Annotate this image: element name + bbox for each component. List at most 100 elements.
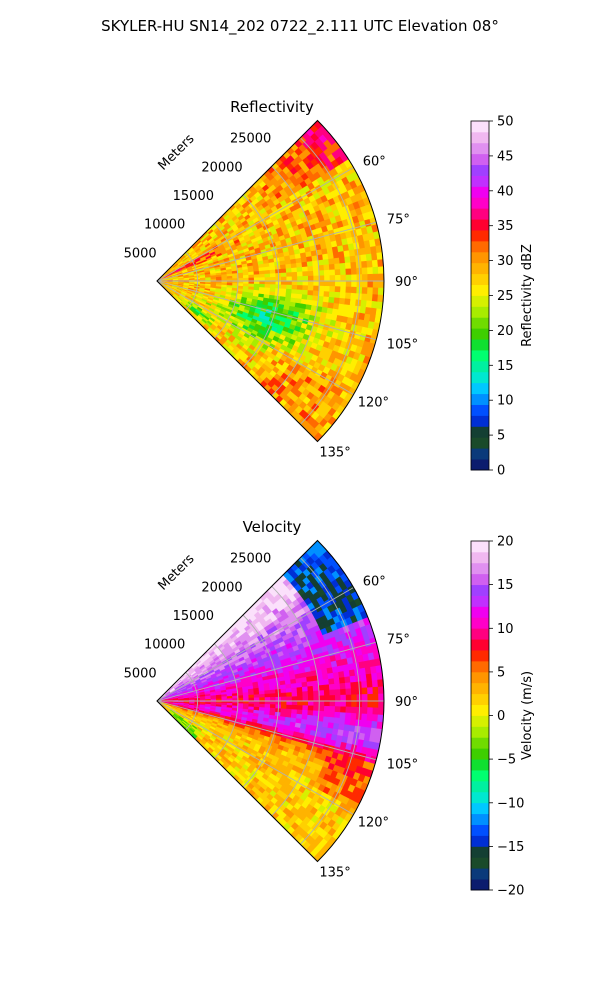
colorbar-swatch [471, 693, 489, 705]
colorbar-swatch [471, 371, 489, 384]
azimuth-tick-label: 105° [387, 757, 418, 772]
azimuth-line [156, 280, 354, 395]
colorbar-swatch [471, 824, 489, 836]
colorbar-swatch [471, 164, 489, 176]
colorbar-swatch [471, 175, 489, 187]
colorbar-tick-label: 35 [497, 219, 514, 234]
colorbar-tick-label: −20 [497, 884, 524, 899]
colorbar-swatch [471, 295, 489, 307]
colorbar-swatch [471, 240, 489, 253]
reflectivity-field [157, 120, 384, 442]
colorbar-swatch [471, 197, 489, 209]
colorbar-swatch [471, 317, 489, 329]
range-tick-label: 5000 [124, 246, 157, 261]
colorbar-tick-label: −10 [497, 796, 524, 811]
colorbar-tick-label: 5 [497, 665, 505, 680]
velocity-range-ticks: 5000 10000 15000 20000 25000 [124, 552, 272, 682]
reflectivity-azimuth-ticks: 60° 75° 90° 105° 120° 135° [319, 155, 418, 461]
range-tick-label: 10000 [144, 218, 185, 233]
colorbar-swatch [471, 726, 489, 738]
colorbar-swatch [471, 857, 489, 869]
figure-title: SKYLER-HU SN14_202 0722_2.111 UTC Elevat… [101, 17, 499, 36]
colorbar-swatch [471, 131, 489, 144]
range-tick-label: 15000 [173, 609, 214, 624]
colorbar-tick-label: 45 [497, 149, 514, 164]
colorbar-swatch [471, 780, 489, 793]
colorbar-tick-label: −15 [497, 840, 524, 855]
azimuth-line [156, 700, 377, 761]
colorbar-swatch [471, 153, 489, 166]
colorbar-swatch [471, 328, 489, 340]
colorbar-tick-label: 40 [497, 184, 514, 199]
colorbar-swatch [471, 791, 489, 804]
colorbar-tick-label: 25 [497, 289, 514, 304]
colorbar-swatch [471, 382, 489, 395]
azimuth-tick-label: 105° [387, 337, 418, 352]
colorbar-tick-label: 15 [497, 578, 514, 593]
colorbar-swatch [471, 426, 489, 438]
colorbar-swatch [471, 121, 489, 133]
colorbar-swatch [471, 350, 489, 362]
colorbar-swatch [471, 715, 489, 727]
azimuth-line [156, 587, 354, 702]
colorbar-tick-label: 20 [497, 324, 514, 339]
azimuth-tick-label: 120° [358, 816, 389, 831]
colorbar-swatch [471, 262, 489, 275]
azimuth-line [156, 641, 377, 702]
velocity-panel: Velocity 5000 10000 15000 20000 25000 Meters… [124, 518, 535, 899]
colorbar-swatch [471, 142, 489, 155]
colorbar-swatch [471, 284, 489, 296]
azimuth-tick-label: 75° [387, 633, 410, 648]
colorbar-swatch [471, 437, 489, 449]
colorbar-swatch [471, 541, 489, 553]
colorbar-swatch [471, 551, 489, 564]
colorbar-swatch [471, 759, 489, 771]
velocity-title: Velocity [243, 518, 302, 536]
colorbar-swatch [471, 617, 489, 629]
colorbar-swatch [471, 671, 489, 684]
colorbar-swatch [471, 835, 489, 847]
colorbar-tick-label: 20 [497, 535, 514, 550]
azimuth-tick-label: 135° [319, 865, 350, 880]
colorbar-swatch [471, 770, 489, 782]
colorbar-swatch [471, 251, 489, 264]
velocity-field [157, 540, 384, 862]
colorbar-swatch [471, 628, 489, 640]
reflectivity-range-ticks: 5000 10000 15000 20000 25000 [124, 132, 272, 262]
colorbar-tick-label: −5 [497, 753, 516, 768]
azimuth-line [156, 700, 354, 815]
velocity-grid [156, 557, 384, 862]
colorbar-tick-label: 10 [497, 622, 514, 637]
range-tick-label: 20000 [201, 160, 242, 175]
colorbar-swatch [471, 595, 489, 607]
azimuth-tick-label: 120° [358, 396, 389, 411]
colorbar-swatch [471, 339, 489, 351]
colorbar-swatch [471, 639, 489, 651]
colorbar-swatch [471, 737, 489, 749]
azimuth-line [156, 167, 354, 282]
azimuth-tick-label: 60° [363, 155, 386, 170]
colorbar-swatch [471, 219, 489, 231]
colorbar-swatch [471, 682, 489, 695]
colorbar-swatch [471, 813, 489, 825]
azimuth-tick-label: 135° [319, 445, 350, 460]
range-tick-label: 5000 [124, 666, 157, 681]
colorbar-tick-label: 5 [497, 429, 505, 444]
velocity-azimuth-ticks: 60° 75° 90° 105° 120° 135° [319, 575, 418, 881]
colorbar-tick-label: 0 [497, 464, 505, 479]
range-tick-label: 25000 [230, 552, 271, 567]
azimuth-tick-label: 90° [395, 695, 418, 710]
range-tick-label: 20000 [201, 580, 242, 595]
colorbar-swatch [471, 562, 489, 575]
range-tick-label: 25000 [230, 132, 271, 147]
colorbar-tick-label: 50 [497, 115, 514, 130]
colorbar-swatch [471, 846, 489, 858]
colorbar-swatch [471, 208, 489, 220]
azimuth-tick-label: 75° [387, 213, 410, 228]
colorbar-swatch [471, 573, 489, 586]
velocity-sector-outline [156, 539, 385, 863]
colorbar-swatch [471, 448, 489, 460]
colorbar-swatch [471, 748, 489, 760]
colorbar-swatch [471, 273, 489, 285]
